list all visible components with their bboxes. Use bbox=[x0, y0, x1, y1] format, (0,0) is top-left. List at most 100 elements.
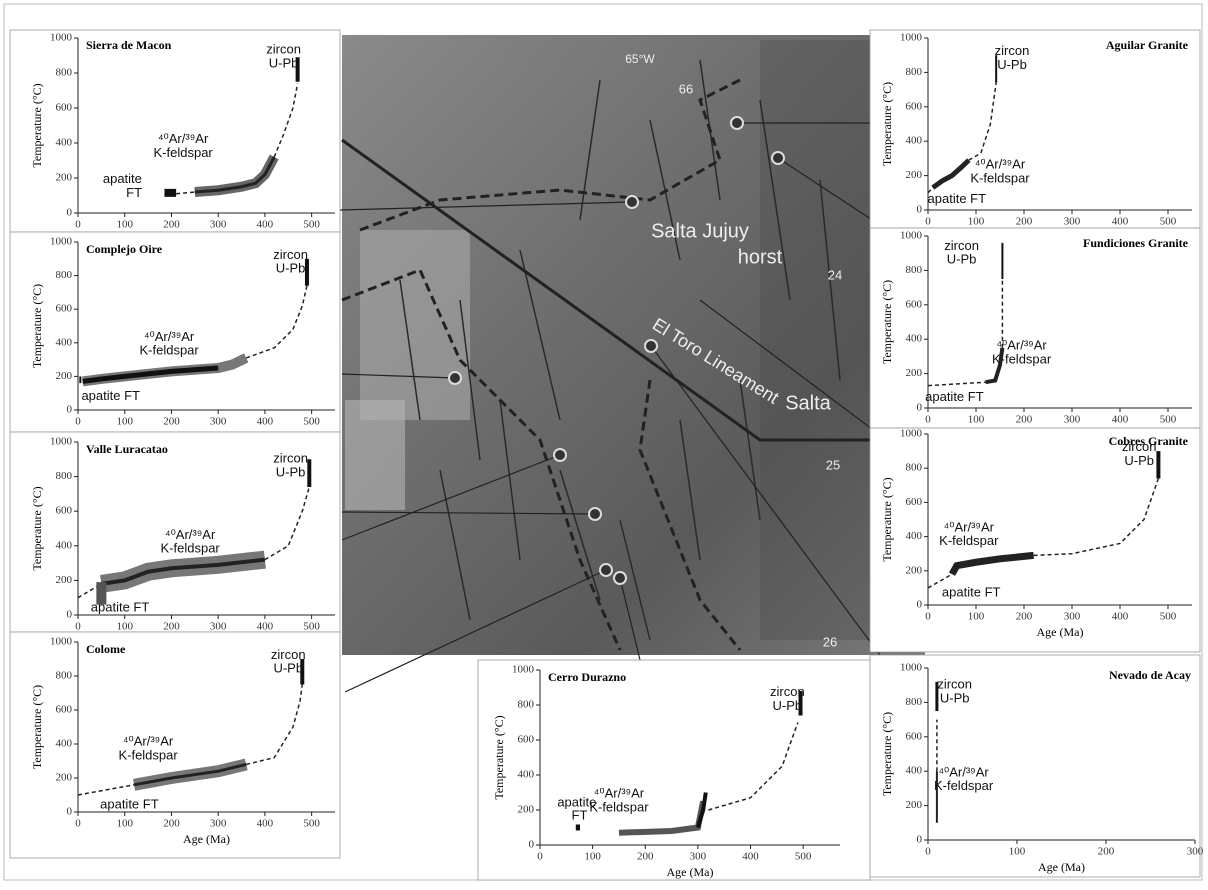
y-tick-label: 400 bbox=[906, 530, 923, 542]
panel-title: Complejo Oire bbox=[86, 242, 163, 256]
annotation: K-feldspar bbox=[939, 533, 999, 548]
annotation: zircon bbox=[944, 238, 979, 253]
y-tick-label: 200 bbox=[56, 172, 73, 184]
annotation: apatite bbox=[103, 171, 142, 186]
x-tick-label: 400 bbox=[257, 416, 274, 428]
y-tick-label: 400 bbox=[56, 137, 73, 149]
y-tick-label: 400 bbox=[906, 765, 923, 777]
x-tick-label: 500 bbox=[1160, 611, 1177, 623]
panel-title: Valle Luracatao bbox=[86, 442, 168, 456]
y-tick-label: 200 bbox=[906, 799, 923, 811]
annotation: zircon bbox=[937, 677, 972, 692]
x-tick-label: 0 bbox=[925, 216, 931, 228]
map-label: 24 bbox=[828, 267, 842, 282]
map-label: 25 bbox=[826, 457, 840, 472]
y-tick-label: 400 bbox=[906, 333, 923, 345]
x-tick-label: 200 bbox=[163, 219, 180, 231]
y-tick-label: 400 bbox=[56, 738, 73, 750]
x-tick-label: 200 bbox=[163, 818, 180, 830]
y-tick-label: 800 bbox=[906, 66, 923, 78]
map-salar bbox=[345, 400, 405, 510]
y-tick-label: 400 bbox=[56, 539, 73, 551]
y-axis-label: Temperature (°C) bbox=[880, 280, 894, 364]
y-tick-label: 800 bbox=[56, 67, 73, 79]
annotation: apatite FT bbox=[91, 600, 150, 615]
x-tick-label: 500 bbox=[795, 851, 812, 863]
y-tick-label: 0 bbox=[67, 404, 73, 416]
x-tick-label: 400 bbox=[257, 818, 274, 830]
y-tick-label: 800 bbox=[56, 470, 73, 482]
annotation: FT bbox=[126, 185, 142, 200]
annotation: U-Pb bbox=[269, 56, 299, 71]
x-tick-label: 300 bbox=[690, 851, 707, 863]
x-tick-label: 100 bbox=[116, 621, 133, 633]
x-tick-label: 200 bbox=[1016, 216, 1033, 228]
x-tick-label: 400 bbox=[1112, 216, 1129, 228]
x-tick-label: 0 bbox=[537, 851, 543, 863]
map bbox=[340, 35, 925, 692]
y-tick-label: 0 bbox=[917, 834, 923, 846]
annotation: U-Pb bbox=[997, 57, 1027, 72]
x-tick-label: 200 bbox=[163, 621, 180, 633]
x-tick-label: 300 bbox=[1064, 611, 1081, 623]
panel-bg bbox=[870, 30, 1200, 228]
x-tick-label: 200 bbox=[1098, 846, 1115, 858]
y-tick-label: 600 bbox=[518, 734, 535, 746]
y-tick-label: 600 bbox=[56, 704, 73, 716]
y-tick-label: 1000 bbox=[900, 662, 923, 674]
x-tick-label: 100 bbox=[116, 416, 133, 428]
x-tick-label: 100 bbox=[116, 818, 133, 830]
x-tick-label: 300 bbox=[210, 818, 227, 830]
y-tick-label: 200 bbox=[906, 564, 923, 576]
y-tick-label: 1000 bbox=[50, 636, 73, 648]
annotation: K-feldspar bbox=[154, 145, 214, 160]
annotation: U-Pb bbox=[276, 465, 306, 480]
x-tick-label: 500 bbox=[1160, 414, 1177, 426]
y-axis-label: Temperature (°C) bbox=[30, 83, 44, 167]
y-axis-label: Temperature (°C) bbox=[30, 486, 44, 570]
y-axis-label: Temperature (°C) bbox=[880, 477, 894, 561]
panel: 020040060080010000100200300Temperature (… bbox=[870, 655, 1204, 877]
annotation: K-feldspar bbox=[161, 541, 221, 556]
y-tick-label: 800 bbox=[906, 696, 923, 708]
x-tick-label: 400 bbox=[257, 219, 274, 231]
annotation: U-Pb bbox=[273, 661, 303, 676]
panel-title: Aguilar Granite bbox=[1106, 38, 1189, 52]
y-tick-label: 800 bbox=[906, 462, 923, 474]
x-tick-label: 400 bbox=[257, 621, 274, 633]
y-tick-label: 0 bbox=[67, 207, 73, 219]
annotation: zircon bbox=[770, 684, 805, 699]
x-tick-label: 100 bbox=[1009, 846, 1026, 858]
annotation: FT bbox=[572, 808, 588, 823]
y-tick-label: 0 bbox=[917, 599, 923, 611]
annotation: K-feldspar bbox=[589, 800, 649, 815]
annotation: U-Pb bbox=[773, 698, 803, 713]
y-tick-label: 400 bbox=[906, 135, 923, 147]
annotation: ⁴⁰Ar/³⁹Ar bbox=[996, 338, 1047, 353]
y-tick-label: 1000 bbox=[900, 230, 923, 242]
y-tick-label: 200 bbox=[518, 804, 535, 816]
y-tick-label: 800 bbox=[56, 670, 73, 682]
x-tick-label: 100 bbox=[116, 219, 133, 231]
x-tick-label: 0 bbox=[925, 414, 931, 426]
x-tick-label: 300 bbox=[1064, 414, 1081, 426]
y-axis-label: Temperature (°C) bbox=[492, 715, 506, 799]
annotation: U-Pb bbox=[1124, 453, 1154, 468]
y-tick-label: 200 bbox=[56, 772, 73, 784]
figure: Salta JujuyhorstEl Toro LineamentSalta24… bbox=[0, 0, 1208, 885]
y-axis-label: Temperature (°C) bbox=[880, 712, 894, 796]
y-tick-label: 200 bbox=[56, 370, 73, 382]
x-tick-label: 500 bbox=[303, 621, 320, 633]
annotation: zircon bbox=[273, 451, 308, 466]
y-tick-label: 200 bbox=[906, 169, 923, 181]
annotation: apatite FT bbox=[81, 388, 140, 403]
x-tick-label: 300 bbox=[1187, 846, 1204, 858]
annotation: U-Pb bbox=[276, 260, 306, 275]
annotation: ⁴⁰Ar/³⁹Ar bbox=[158, 131, 209, 146]
annotation: apatite FT bbox=[100, 797, 159, 812]
x-tick-label: 200 bbox=[163, 416, 180, 428]
y-tick-label: 800 bbox=[56, 269, 73, 281]
x-tick-label: 500 bbox=[303, 416, 320, 428]
map-label: 66 bbox=[679, 81, 693, 96]
annotation: apatite FT bbox=[928, 191, 987, 206]
